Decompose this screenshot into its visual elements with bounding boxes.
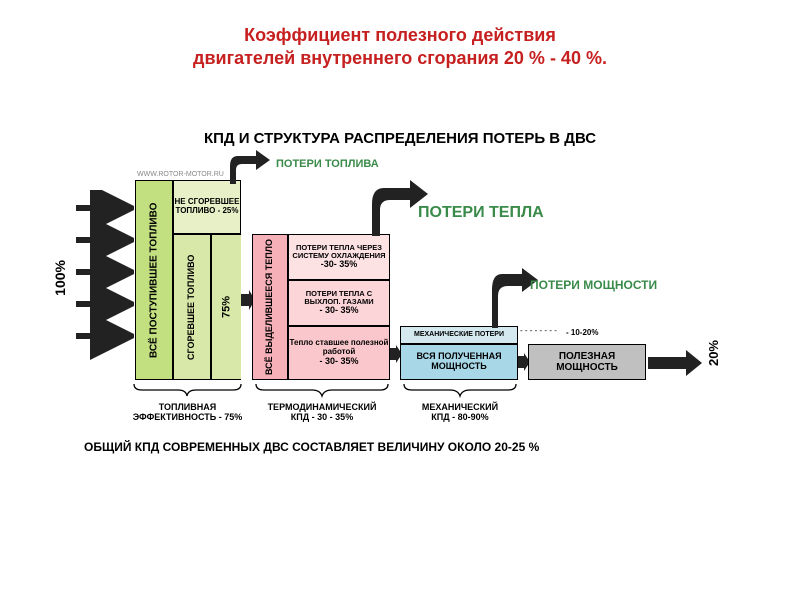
- row0-s: -30- 35%: [321, 260, 358, 270]
- loss-arrow-fuel: [230, 150, 270, 189]
- loss-fuel-label: ПОТЕРИ ТОПЛИВА: [276, 158, 379, 170]
- input-pct: 100%: [52, 260, 68, 296]
- col1-all-fuel: ВСЁ ПОСТУПИВШЕЕ ТОПЛИВО: [135, 180, 173, 380]
- th2: КПД - 30 - 35%: [291, 412, 353, 422]
- row2-s: - 30- 35%: [319, 357, 358, 367]
- useful1: ПОЛЕЗНАЯ: [559, 351, 615, 362]
- unburnt-sub: ТОПЛИВО - 25%: [176, 207, 239, 216]
- recv2: МОЩНОСТЬ: [431, 362, 486, 372]
- bottom-fuel-eff: ТОПЛИВНАЯ ЭФФЕКТИВНОСТЬ - 75%: [130, 402, 245, 423]
- output-arrow: [648, 350, 702, 381]
- useful2: МОЩНОСТЬ: [556, 362, 618, 373]
- output-pct: 20%: [706, 340, 721, 366]
- row2-t: Тепло ставшее полезной работой: [289, 339, 389, 357]
- mech-pct: - 10-20%: [566, 328, 598, 337]
- title-line-1: Коэффициент полезного действия: [244, 25, 556, 45]
- row0-t: ПОТЕРИ ТЕПЛА ЧЕРЕЗ СИСТЕМУ ОХЛАЖДЕНИЯ: [289, 244, 389, 261]
- diagram-canvas: Коэффициент полезного действия двигателе…: [0, 0, 800, 600]
- col2a-row-1: ПОТЕРИ ТЕПЛА С ВЫХЛОП. ГАЗАМИ - 30- 35%: [288, 280, 390, 326]
- chart-subtitle: КПД И СТРУКТУРА РАСПРЕДЕЛЕНИЯ ПОТЕРЬ В Д…: [0, 130, 800, 147]
- page-title: Коэффициент полезного действия двигателе…: [0, 24, 800, 71]
- col3-received: ВСЯ ПОЛУЧЕННАЯ МОЩНОСТЬ: [400, 344, 518, 380]
- bottom-thermo: ТЕРМОДИНАМИЧЕСКИЙ КПД - 30 - 35%: [252, 402, 392, 423]
- fe1: ТОПЛИВНАЯ: [159, 402, 217, 412]
- row1-s: - 30- 35%: [319, 306, 358, 316]
- bottom-mech: МЕХАНИЧЕСКИЙ КПД - 80-90%: [400, 402, 520, 423]
- col2-all-heat: ВСЁ ВЫДЕЛИВШЕЕСЯ ТЕПЛО: [252, 234, 288, 380]
- m2: КПД - 80-90%: [431, 412, 488, 422]
- mech-t: МЕХАНИЧЕСКИЕ ПОТЕРИ: [414, 331, 504, 339]
- title-line-2: двигателей внутреннего сгорания 20 % - 4…: [193, 48, 607, 68]
- footer-text: ОБЩИЙ КПД СОВРЕМЕННЫХ ДВС СОСТАВЛЯЕТ ВЕЛ…: [84, 440, 539, 454]
- input-arrows: [72, 190, 134, 375]
- loss-power-label: ПОТЕРИ МОЩНОСТИ: [530, 278, 657, 292]
- m1: МЕХАНИЧЕСКИЙ: [422, 402, 498, 412]
- col2a-row-2: Тепло ставшее полезной работой - 30- 35%: [288, 326, 390, 380]
- col1a-burnt-pct: 75%: [211, 234, 241, 380]
- loss-heat-label: ПОТЕРИ ТЕПЛА: [418, 204, 544, 222]
- row1-t: ПОТЕРИ ТЕПЛА С ВЫХЛОП. ГАЗАМИ: [289, 290, 389, 307]
- fe2: ЭФФЕКТИВНОСТЬ - 75%: [133, 412, 242, 422]
- col1a-burnt: СГОРЕВШЕЕ ТОПЛИВО: [173, 234, 211, 380]
- th1: ТЕРМОДИНАМИЧЕСКИЙ: [268, 402, 377, 412]
- col4-useful: ПОЛЕЗНАЯ МОЩНОСТЬ: [528, 344, 646, 380]
- watermark: WWW.ROTOR-MOTOR.RU: [137, 171, 224, 178]
